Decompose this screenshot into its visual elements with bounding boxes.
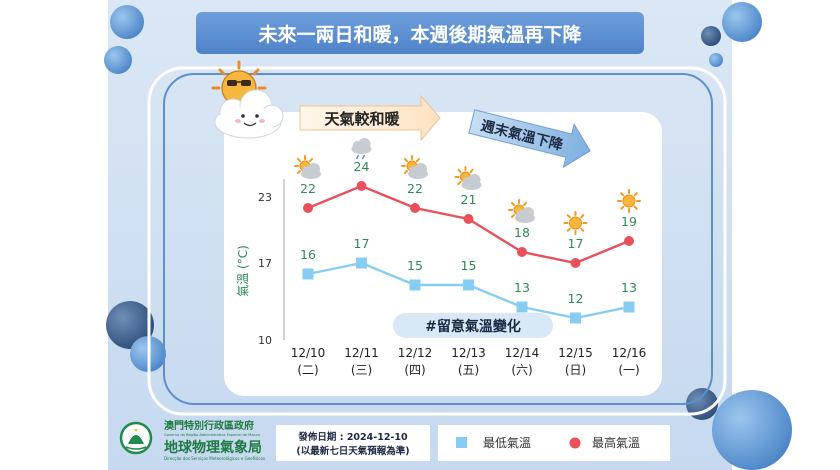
legend-swatch: [456, 437, 467, 448]
deco-circle: [110, 5, 144, 39]
headline: 未來一兩日和暖，本週後期氣溫再下降: [257, 23, 582, 46]
x-tick-label: 12/16: [612, 346, 647, 360]
deco-circle: [106, 301, 154, 349]
deco-circle: [712, 390, 792, 470]
headline-box: [196, 12, 644, 54]
org-name-zh-big: 地球物理氣象局: [164, 439, 262, 456]
data-point: [570, 258, 581, 268]
deco-circle: [709, 53, 723, 67]
sun-icon: [563, 211, 588, 235]
deco-circle: [701, 26, 721, 46]
data-label: 12: [568, 291, 584, 306]
data-label: 19: [621, 214, 637, 229]
x-weekday-label: (三): [351, 363, 372, 377]
data-point: [356, 257, 367, 269]
x-tick-label: 12/12: [398, 346, 433, 360]
footer: 澳門特別行政區政府 Governo da Região Administrati…: [119, 419, 670, 461]
deco-circle: [104, 46, 132, 74]
data-label: 13: [514, 280, 530, 295]
data-label: 21: [461, 192, 477, 207]
issue-date: 發佈日期 : 2024-12-10: [297, 431, 408, 443]
x-axis: 12/10 (二) 12/11 (三) 12/12 (四) 12/13 (五) 12/14 (六)…: [291, 346, 647, 377]
x-tick-label: 12/14: [505, 346, 540, 360]
data-label: 17: [568, 236, 584, 251]
legend-label: 最高氣溫: [592, 435, 640, 450]
data-point: [410, 203, 420, 213]
sun-cloud-icon: [454, 166, 482, 190]
data-point: [463, 214, 474, 224]
x-tick-label: 12/10: [291, 346, 326, 360]
x-weekday-label: (日): [565, 363, 586, 377]
data-label: 16: [300, 247, 316, 262]
deco-circle: [722, 2, 762, 42]
sun-cloud-icon: [508, 199, 535, 223]
data-label: 24: [354, 159, 370, 174]
org-logo: [119, 421, 153, 455]
legend-label: 最低氣溫: [483, 436, 531, 450]
legend-swatch: [569, 437, 581, 449]
x-weekday-label: (六): [511, 363, 532, 377]
series-max: 22 24 22 21 18 17 19: [300, 159, 637, 268]
issue-basis: (以最新七日天氣預報為準): [296, 445, 409, 457]
outer-frame-white: [147, 66, 727, 416]
data-point: [623, 301, 635, 313]
y-tick-label: 23: [258, 191, 272, 204]
sun-icon: [617, 189, 641, 213]
data-point: [516, 301, 528, 313]
x-tick-label: 12/11: [344, 346, 379, 360]
data-label: 22: [300, 181, 316, 196]
sun-cloud-icon: [401, 155, 428, 179]
data-point: [409, 279, 421, 291]
series-min: 16 17 15 15 13 12 13: [300, 236, 637, 324]
data-point: [624, 236, 634, 246]
x-weekday-label: (五): [458, 363, 479, 377]
note-text: #留意氣溫變化: [425, 318, 521, 335]
data-label: 15: [407, 258, 423, 273]
note-pill: #留意氣溫變化: [393, 313, 553, 338]
legend-item-max: 最高氣溫: [569, 435, 640, 450]
data-point: [302, 268, 314, 280]
x-weekday-label: (二): [297, 363, 318, 377]
data-label: 15: [461, 258, 477, 273]
data-label: 22: [407, 181, 423, 196]
outer-frame-blue: [163, 73, 713, 405]
cloud-rain-icon: [351, 138, 372, 160]
y-axis-label: 氣溫 (°C): [236, 245, 250, 297]
y-axis: 10 17 23: [258, 179, 285, 347]
warm-banner-text: 天氣較和暖: [324, 110, 400, 128]
data-point: [517, 247, 527, 257]
y-tick-label: 17: [258, 257, 272, 270]
org-name-pt-big: Direcção dos Serviços Meteorológicos e G…: [164, 456, 265, 461]
data-point: [570, 312, 581, 324]
legend-item-min: 最低氣溫: [456, 436, 531, 450]
data-label: 17: [354, 236, 370, 251]
warm-banner: 天氣較和暖: [299, 94, 441, 142]
x-tick-label: 12/13: [451, 346, 486, 360]
org-name-zh-small: 澳門特別行政區政府: [164, 419, 254, 432]
legend-box: [438, 425, 670, 461]
data-label: 18: [514, 225, 530, 240]
weather-icons: [294, 138, 641, 235]
data-point: [303, 203, 313, 213]
series-layer: 22 24 22 21 18 17 19 16 17 15 15 13 12 13: [300, 159, 637, 324]
org-name-pt-small: Governo da Região Administrativa Especia…: [164, 433, 260, 437]
y-tick-label: 10: [258, 334, 272, 347]
deco-circle: [686, 388, 718, 420]
mascot-cloud: [214, 89, 284, 139]
data-point: [356, 181, 367, 191]
data-label: 13: [621, 280, 637, 295]
decorative-circles: [104, 2, 792, 470]
x-weekday-label: (四): [404, 363, 425, 377]
issue-box: [276, 425, 430, 461]
data-point: [463, 279, 474, 291]
sun-cloud-mascot: [211, 60, 284, 139]
x-weekday-label: (一): [618, 363, 639, 377]
sun-cloud-icon: [294, 155, 321, 179]
x-tick-label: 12/15: [558, 346, 593, 360]
legend: 最低氣溫 最高氣溫: [456, 435, 640, 450]
